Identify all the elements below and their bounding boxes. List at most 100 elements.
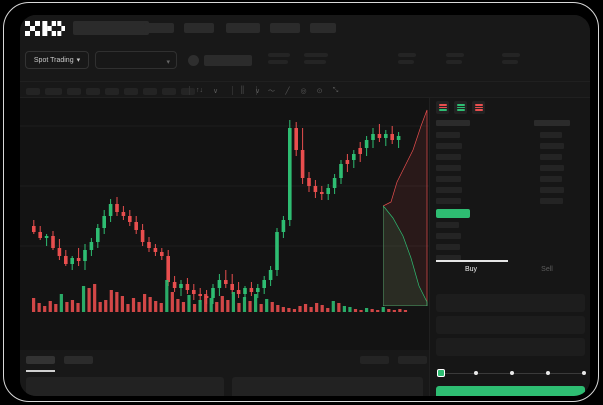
pencil-icon[interactable]: ╱ (285, 87, 290, 95)
line-tool-icon[interactable]: 〜 (268, 87, 275, 95)
orderbook-layout-toggles (436, 101, 485, 114)
settings-icon[interactable]: ⊙ (316, 87, 323, 95)
orders-tab-1[interactable] (64, 356, 93, 364)
market-stat-2 (398, 53, 416, 64)
toolbar-divider-0 (189, 86, 190, 95)
orderbook-col-header-total (534, 120, 570, 126)
orderbook-ask-row-6[interactable] (436, 198, 461, 204)
orders-action-1[interactable] (398, 356, 427, 364)
toggle-bar-mid (438, 106, 447, 109)
orderbook-both-icon[interactable] (436, 101, 449, 114)
candlestick-chart (20, 120, 429, 304)
orders-tab-0[interactable] (26, 356, 55, 364)
toggle-bar-top (438, 104, 447, 106)
orderbook-col-header-price (436, 120, 470, 126)
market-stat-0 (268, 53, 290, 64)
orderbook-ask-row-3[interactable] (436, 165, 461, 171)
amount-slider-handle[interactable] (437, 369, 445, 377)
toggle-bar-bottom (438, 109, 447, 111)
chevron-down-icon[interactable]: ∨ (254, 87, 261, 95)
price-chart[interactable] (20, 98, 429, 350)
nav-item-4[interactable] (310, 23, 336, 33)
toggle-bar-mid (474, 106, 483, 109)
top-navigation-bar (20, 15, 590, 43)
slider-stop-50[interactable] (510, 371, 514, 375)
stat-label (304, 53, 328, 57)
stat-value (446, 60, 462, 64)
stat-value (268, 60, 288, 64)
toolbar-divider-1 (232, 86, 233, 95)
orders-action-0[interactable] (360, 356, 389, 364)
search-input[interactable] (73, 21, 149, 35)
nav-item-0[interactable] (144, 23, 174, 33)
nav-item-2[interactable] (226, 23, 260, 33)
place-order-button[interactable] (436, 386, 585, 396)
timeframe-chip-4[interactable] (105, 88, 119, 95)
timeframe-chip-3[interactable] (86, 88, 100, 95)
stat-value (304, 60, 326, 64)
orders-card-1[interactable] (232, 377, 423, 396)
amount-field[interactable] (436, 338, 585, 356)
pair-selector[interactable]: ▾ (95, 51, 177, 69)
tab-buy[interactable]: Buy (464, 266, 478, 273)
chevron-down-icon: ▾ (76, 57, 81, 64)
orderbook-asks-icon[interactable] (472, 101, 485, 114)
orderbook-ask-row-0[interactable] (436, 132, 460, 138)
timeframe-chip-0[interactable] (26, 88, 40, 95)
price-field[interactable] (436, 316, 585, 334)
orderbook-ask-total-1 (540, 143, 564, 149)
orderbook-bid-row-2[interactable] (436, 244, 460, 250)
timeframe-chip-6[interactable] (143, 88, 157, 95)
orderbook-ask-row-2[interactable] (436, 154, 461, 160)
slider-stop-25[interactable] (474, 371, 478, 375)
orders-card-0[interactable] (26, 377, 224, 396)
timeframe-chip-2[interactable] (67, 88, 81, 95)
chart-type-icon[interactable]: ║ (240, 87, 245, 94)
orderbook-bid-row-1[interactable] (436, 233, 461, 239)
market-mode-dropdown[interactable]: Spot Trading ▾ (25, 51, 89, 69)
stat-label (268, 53, 290, 57)
nav-item-1[interactable] (184, 23, 214, 33)
slider-stop-100[interactable] (582, 371, 586, 375)
app-screen: Spot Trading ▾ ▾ ↑↓ ∨ ║ ∨ 〜 ╱ ◎ ⊙ ⤡ (20, 15, 590, 396)
slider-stop-75[interactable] (546, 371, 550, 375)
orderbook-bid-row-3[interactable] (436, 255, 461, 261)
market-stat-4 (502, 53, 520, 64)
orderbook-trade-panel: Buy Sell (429, 98, 590, 396)
orderbook-ask-row-4[interactable] (436, 176, 461, 182)
timeframe-chip-5[interactable] (124, 88, 138, 95)
okx-logo[interactable] (25, 21, 65, 36)
orderbook-ask-row-5[interactable] (436, 187, 462, 193)
toggle-bar-mid (456, 106, 465, 109)
active-tab-indicator (26, 370, 55, 372)
stat-label (398, 53, 416, 57)
orderbook-ask-total-6 (540, 198, 563, 204)
indicator-icon[interactable]: ↑↓ (196, 87, 203, 94)
lock-icon[interactable]: ◎ (300, 87, 307, 95)
stat-value (398, 60, 414, 64)
fullscreen-icon[interactable]: ⤡ (332, 86, 339, 94)
timeframe-chip-1[interactable] (45, 88, 62, 95)
orderbook-ask-row-1[interactable] (436, 143, 462, 149)
volume-histogram (32, 280, 408, 312)
timeframe-chip-8[interactable] (181, 88, 195, 95)
market-stat-3 (446, 53, 464, 64)
stat-label (502, 53, 520, 57)
nav-item-3[interactable] (270, 23, 300, 33)
market-mode-label: Spot Trading (33, 56, 74, 64)
orderbook-ask-total-4 (540, 176, 562, 182)
ticker-price (204, 55, 252, 66)
toggle-bar-bottom (474, 109, 483, 111)
orderbook-bid-row-0[interactable] (436, 222, 459, 228)
toggle-bar-bottom (456, 109, 465, 111)
orders-panel (20, 350, 429, 396)
chevron-down-icon[interactable]: ∨ (212, 87, 219, 95)
trade-side-tabs: Buy Sell (434, 260, 586, 284)
stat-label (446, 53, 464, 57)
order-type-field[interactable] (436, 294, 585, 312)
timeframe-chip-7[interactable] (162, 88, 176, 95)
toggle-bar-top (456, 104, 465, 106)
tab-sell[interactable]: Sell (541, 266, 553, 273)
orderbook-bids-icon[interactable] (454, 101, 467, 114)
orderbook-ask-total-3 (540, 165, 564, 171)
